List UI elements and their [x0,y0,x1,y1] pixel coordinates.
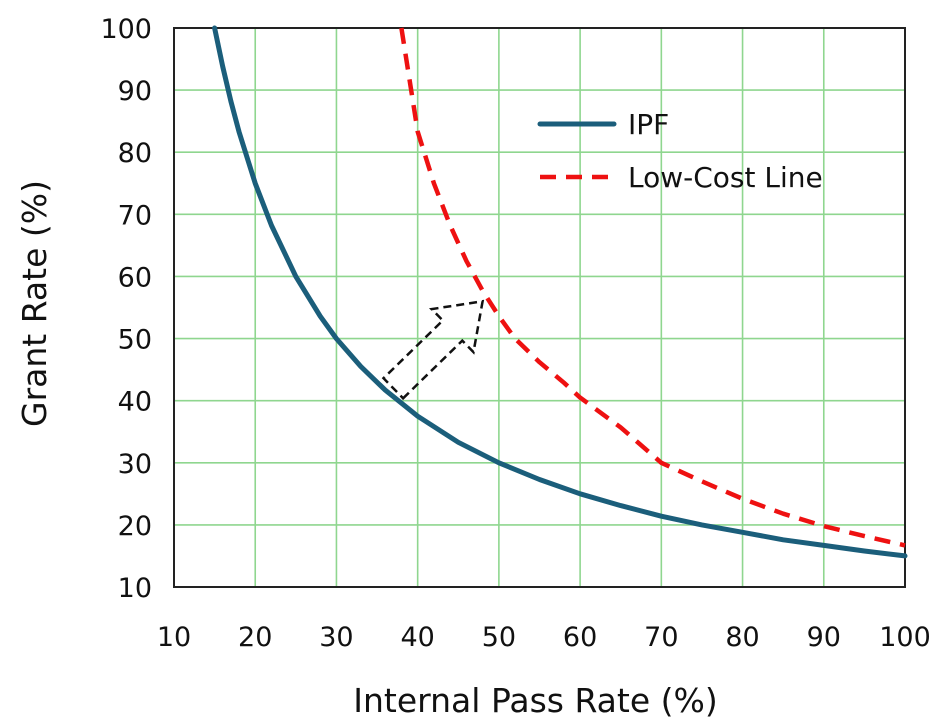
x-tick-label: 10 [157,622,191,653]
legend-label-low-cost-line: Low-Cost Line [628,161,823,194]
x-tick-label: 40 [400,622,434,653]
y-tick-label: 90 [118,76,152,107]
series-line-low-cost-line [399,27,906,548]
y-tick-label: 70 [118,200,152,231]
legend-label-ipf: IPF [628,108,669,141]
x-axis-title: Internal Pass Rate (%) [353,681,717,720]
series-layer [212,25,908,559]
x-tick-label: 100 [879,622,931,653]
x-tick-label: 80 [725,622,759,653]
x-tick-label: 60 [563,622,597,653]
x-tick-label: 50 [482,622,516,653]
series-line-ipf [212,25,908,559]
y-tick-label: 60 [118,262,152,293]
improvement-arrow [381,299,485,401]
x-tick-label: 70 [644,622,678,653]
y-tick-label: 10 [118,573,152,604]
grid-lines [173,27,906,588]
chart-legend: IPF Low-Cost Line [537,108,823,194]
y-tick-label: 80 [118,138,152,169]
y-tick-label: 50 [118,325,152,356]
y-tick-label: 30 [118,449,152,480]
x-tick-label: 30 [319,622,353,653]
plot-frame [173,27,906,588]
y-tick-label: 40 [118,387,152,418]
y-tick-label: 20 [118,511,152,542]
y-axis-ticks: 10 20 30 40 50 60 70 80 90 100 [100,14,152,604]
x-tick-label: 20 [238,622,272,653]
annotation-layer [381,299,485,401]
y-tick-label: 100 [100,14,152,45]
y-axis-title: Grant Rate (%) [15,180,54,427]
x-tick-label: 90 [807,622,841,653]
x-axis-ticks: 10 20 30 40 50 60 70 80 90 100 [157,622,931,653]
